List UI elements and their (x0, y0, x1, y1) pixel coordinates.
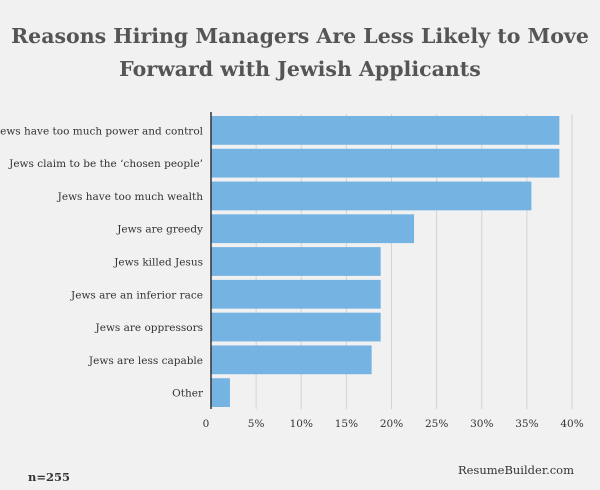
bar-6 (211, 312, 381, 342)
x-tick-label-7: 35% (515, 418, 538, 430)
category-label-5: Jews are an inferior race (70, 289, 203, 301)
x-tick-label-3: 15% (335, 418, 358, 430)
x-tick-label-1: 5% (248, 418, 265, 430)
bar-2 (211, 181, 532, 211)
category-label-8: Other (172, 388, 204, 400)
category-label-4: Jews killed Jesus (113, 257, 203, 269)
x-tick-label-0: 0 (203, 418, 210, 430)
bar-4 (211, 247, 381, 276)
category-label-0: Jews have too much power and control (0, 125, 204, 137)
chart-title-line-2: Forward with Jewish Applicants (119, 57, 481, 81)
bar-1 (211, 148, 560, 178)
bar-7 (211, 345, 372, 375)
category-label-7: Jews are less capable (88, 355, 203, 367)
category-label-1: Jews claim to be the ‘chosen people’ (8, 158, 203, 170)
x-tick-label-4: 20% (380, 418, 403, 430)
chart-title: Reasons Hiring Managers Are Less Likely … (0, 20, 600, 86)
bar-3 (211, 214, 415, 244)
bar-5 (211, 279, 381, 309)
x-tick-label-2: 10% (290, 418, 313, 430)
x-tick-label-5: 25% (425, 418, 448, 430)
x-tick-label-8: 40% (560, 418, 583, 430)
bar-8 (211, 378, 230, 407)
category-label-2: Jews have too much wealth (57, 191, 204, 203)
bar-0 (211, 116, 560, 145)
category-label-3: Jews are greedy (116, 224, 203, 236)
x-tick-label-6: 30% (470, 418, 493, 430)
category-label-6: Jews are oppressors (95, 322, 203, 334)
chart-title-line-1: Reasons Hiring Managers Are Less Likely … (11, 24, 589, 48)
source-label: ResumeBuilder.com (457, 463, 574, 477)
sample-size-note: n=255 (28, 470, 71, 484)
